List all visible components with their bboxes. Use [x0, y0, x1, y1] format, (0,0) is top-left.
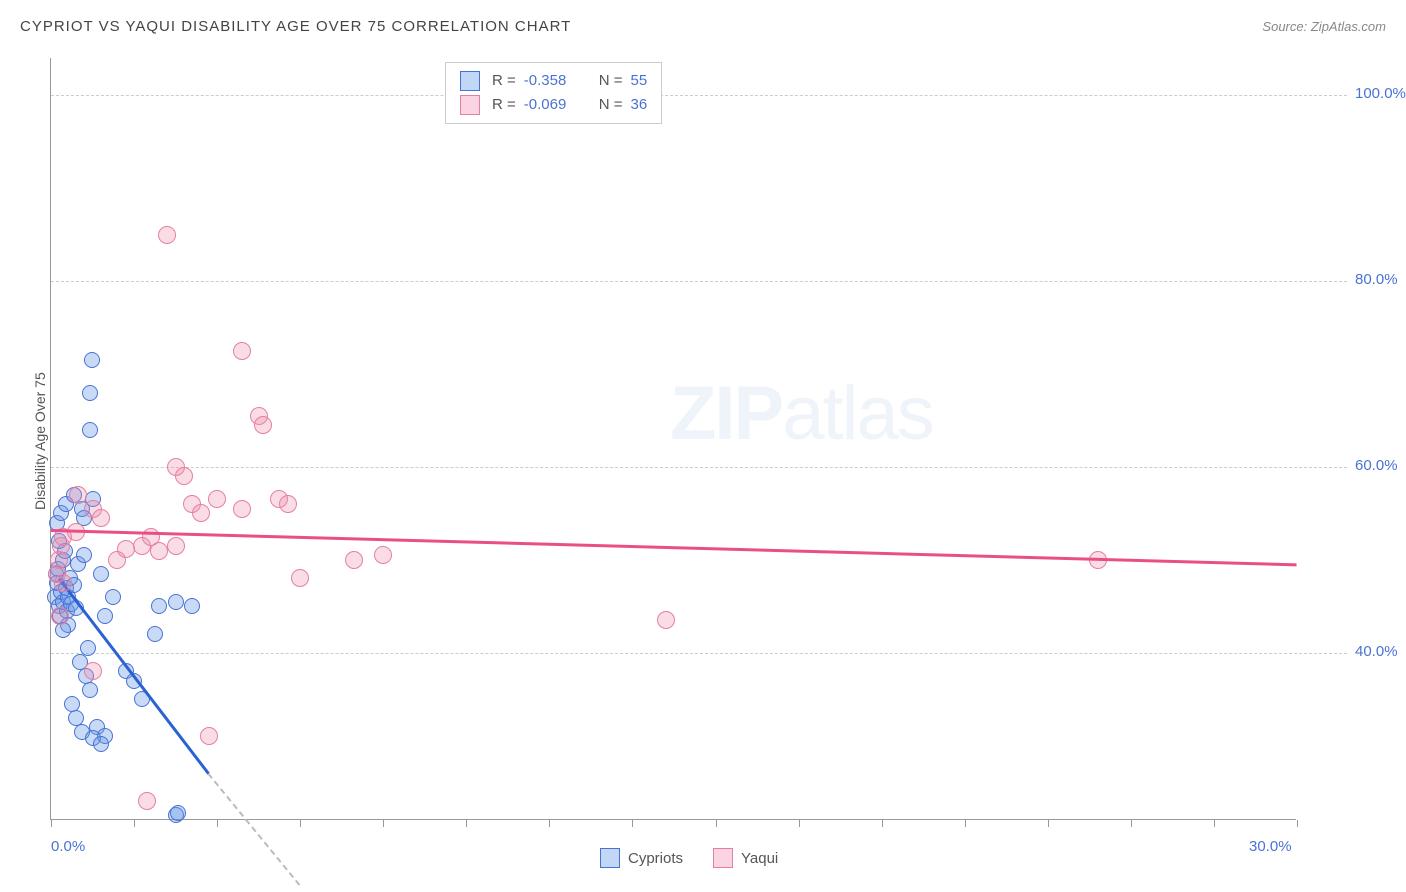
data-point-cypriots — [82, 385, 98, 401]
legend-swatch-yaqui — [460, 95, 480, 115]
x-tick-mark — [965, 820, 966, 827]
x-tick-mark — [51, 820, 52, 827]
data-point-cypriots — [97, 608, 113, 624]
data-point-yaqui — [291, 569, 309, 587]
data-point-cypriots — [64, 696, 80, 712]
y-axis-label: Disability Age Over 75 — [32, 372, 48, 510]
data-point-cypriots — [105, 589, 121, 605]
source-name: ZipAtlas.com — [1311, 19, 1386, 34]
legend-swatch-cypriots — [600, 848, 620, 868]
data-point-yaqui — [345, 551, 363, 569]
data-point-yaqui — [279, 495, 297, 513]
header-bar: CYPRIOT VS YAQUI DISABILITY AGE OVER 75 … — [20, 18, 1386, 35]
data-point-yaqui — [158, 226, 176, 244]
y-tick-label: 80.0% — [1355, 271, 1398, 288]
x-tick-label: 30.0% — [1249, 838, 1292, 855]
legend-item-cypriots: Cypriots — [600, 848, 683, 868]
data-point-cypriots — [184, 598, 200, 614]
source-attribution: Source: ZipAtlas.com — [1262, 19, 1386, 34]
x-tick-mark — [1048, 820, 1049, 827]
legend-r-label: R = — [492, 93, 516, 117]
y-tick-label: 100.0% — [1355, 85, 1406, 102]
data-point-yaqui — [374, 546, 392, 564]
x-tick-mark — [134, 820, 135, 827]
data-point-cypriots — [93, 736, 109, 752]
legend-n-label: N = — [599, 69, 623, 93]
data-point-cypriots — [76, 547, 92, 563]
x-tick-mark — [466, 820, 467, 827]
trend-line-yaqui — [51, 529, 1297, 566]
data-point-yaqui — [54, 574, 72, 592]
data-point-cypriots — [93, 566, 109, 582]
legend-label-cypriots: Cypriots — [628, 850, 683, 867]
legend-stat-row-cypriots: R = -0.358 N = 55 — [460, 69, 647, 93]
data-point-yaqui — [69, 486, 87, 504]
x-tick-mark — [882, 820, 883, 827]
gridline — [51, 467, 1347, 468]
data-point-yaqui — [167, 537, 185, 555]
x-tick-label: 0.0% — [51, 838, 85, 855]
data-point-cypriots — [84, 352, 100, 368]
data-point-cypriots — [168, 594, 184, 610]
x-tick-mark — [383, 820, 384, 827]
y-tick-label: 60.0% — [1355, 457, 1398, 474]
data-point-cypriots — [82, 422, 98, 438]
data-point-yaqui — [192, 504, 210, 522]
data-point-yaqui — [150, 542, 168, 560]
data-point-yaqui — [51, 607, 69, 625]
data-point-yaqui — [208, 490, 226, 508]
data-point-yaqui — [84, 662, 102, 680]
gridline — [51, 95, 1347, 96]
data-point-cypriots — [151, 598, 167, 614]
x-tick-mark — [632, 820, 633, 827]
correlation-legend-box: R = -0.358 N = 55 R = -0.069 N = 36 — [445, 62, 662, 124]
legend-item-yaqui: Yaqui — [713, 848, 778, 868]
data-point-cypriots — [170, 805, 186, 821]
legend-r-value-yaqui: -0.069 — [524, 93, 579, 117]
x-tick-mark — [716, 820, 717, 827]
legend-swatch-yaqui — [713, 848, 733, 868]
data-point-yaqui — [657, 611, 675, 629]
data-point-yaqui — [254, 416, 272, 434]
trend-line-extension-cypriots — [207, 773, 300, 886]
legend-n-value-cypriots: 55 — [631, 69, 648, 93]
data-point-yaqui — [117, 540, 135, 558]
legend-label-yaqui: Yaqui — [741, 850, 778, 867]
gridline — [51, 281, 1347, 282]
x-tick-mark — [799, 820, 800, 827]
source-prefix: Source: — [1262, 19, 1307, 34]
x-tick-mark — [1214, 820, 1215, 827]
scatter-plot: 40.0%60.0%80.0%100.0%0.0%30.0% — [50, 58, 1296, 820]
data-point-yaqui — [233, 500, 251, 518]
legend-stat-row-yaqui: R = -0.069 N = 36 — [460, 93, 647, 117]
x-tick-mark — [549, 820, 550, 827]
chart-title: CYPRIOT VS YAQUI DISABILITY AGE OVER 75 … — [20, 18, 571, 35]
legend-r-value-cypriots: -0.358 — [524, 69, 579, 93]
x-tick-mark — [1131, 820, 1132, 827]
legend-swatch-cypriots — [460, 71, 480, 91]
data-point-yaqui — [92, 509, 110, 527]
y-tick-label: 40.0% — [1355, 643, 1398, 660]
x-tick-mark — [300, 820, 301, 827]
x-tick-mark — [1297, 820, 1298, 827]
data-point-yaqui — [200, 727, 218, 745]
data-point-cypriots — [68, 710, 84, 726]
data-point-yaqui — [175, 467, 193, 485]
series-legend: Cypriots Yaqui — [600, 848, 778, 868]
legend-n-label: N = — [599, 93, 623, 117]
gridline — [51, 653, 1347, 654]
data-point-cypriots — [82, 682, 98, 698]
x-tick-mark — [217, 820, 218, 827]
data-point-cypriots — [147, 626, 163, 642]
data-point-yaqui — [233, 342, 251, 360]
data-point-yaqui — [138, 792, 156, 810]
legend-n-value-yaqui: 36 — [631, 93, 648, 117]
legend-r-label: R = — [492, 69, 516, 93]
